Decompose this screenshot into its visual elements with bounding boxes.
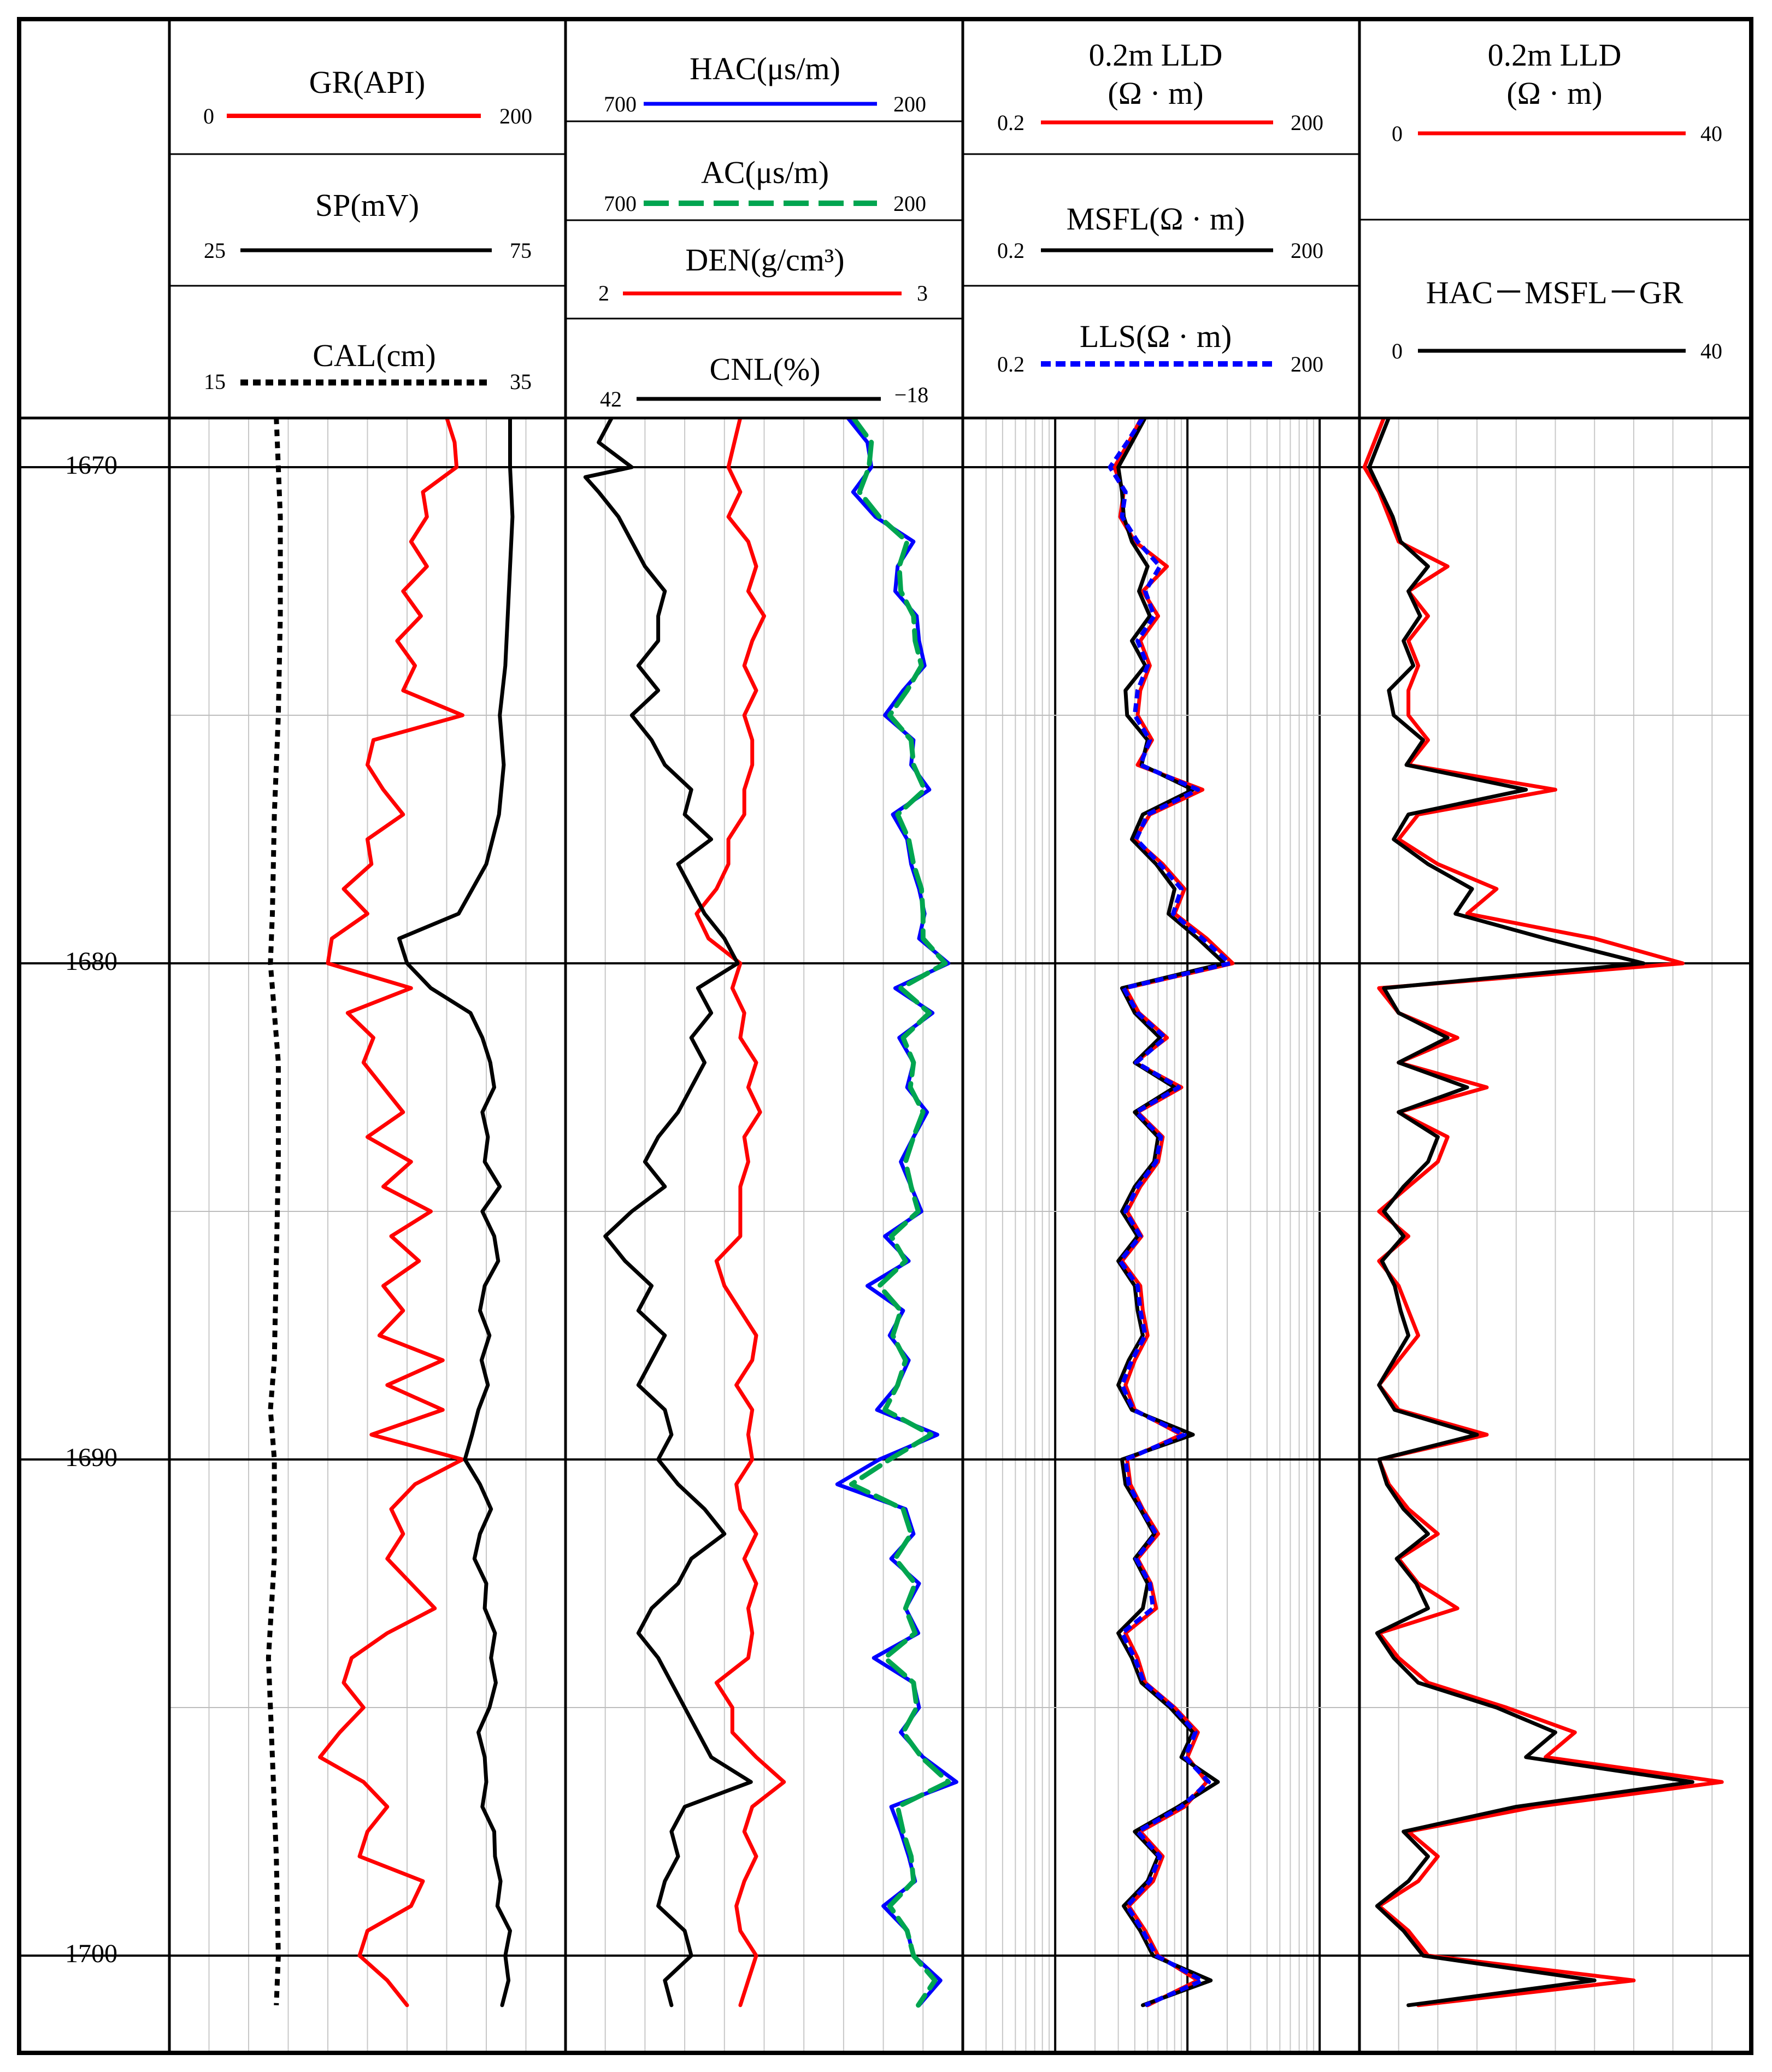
track4-curves <box>1362 418 1724 2008</box>
den-title: DEN(g/cm³) <box>685 242 844 278</box>
track3-header: 0.2m LLD (Ω · m) 0.2 200 MSFL(Ω · m) 0.2… <box>997 37 1323 376</box>
lld4-min-label: 0 <box>1392 121 1403 146</box>
gr-max-label: 200 <box>499 104 532 128</box>
sp-curve <box>397 418 515 2008</box>
depth-label-1690: 1690 <box>65 1443 117 1472</box>
track3-curves <box>1108 418 1235 2008</box>
cal-curve <box>266 418 283 2005</box>
lls3-min-label: 0.2 <box>997 352 1025 376</box>
depth-label-1670: 1670 <box>65 451 117 480</box>
gr-title: GR(API) <box>309 64 426 100</box>
lld4-title: 0.2m LLD <box>1488 37 1622 73</box>
track2-header: HAC(μs/m) 700 200 AC(μs/m) 700 200 DEN(g… <box>598 51 928 411</box>
depth-label-1680: 1680 <box>65 947 117 976</box>
cnl-curve <box>583 418 753 2008</box>
comp4-title: HAC－MSFL－GR <box>1426 275 1683 310</box>
gr-min-label: 0 <box>203 104 214 128</box>
lld3-max-label: 200 <box>1291 110 1323 135</box>
msfl3-max-label: 200 <box>1291 238 1323 263</box>
lls3-curve <box>1108 418 1233 2008</box>
sp-max-label: 75 <box>510 238 532 263</box>
den-curve <box>694 418 786 2008</box>
lld4-curve <box>1362 418 1724 2008</box>
comp4-max-label: 40 <box>1700 339 1722 363</box>
den-max-label: 3 <box>917 281 928 305</box>
hac-max-label: 200 <box>893 92 926 116</box>
ac-min-label: 700 <box>604 191 637 216</box>
track1-header: GR(API) 0 200 SP(mV) 25 75 CAL(cm) 15 35 <box>203 64 532 394</box>
lld3-title: 0.2m LLD <box>1089 37 1223 73</box>
track2-curves <box>583 418 958 2008</box>
outer-border <box>17 17 1753 2055</box>
cnl-max-label: −18 <box>894 382 929 407</box>
ac-max-label: 200 <box>893 191 926 216</box>
msfl3-min-label: 0.2 <box>997 238 1025 263</box>
gr-curve <box>318 418 464 2008</box>
cnl-min-label: 42 <box>600 387 622 411</box>
sp-min-label: 25 <box>204 238 226 263</box>
track1-curves <box>266 418 515 2008</box>
msfl3-title: MSFL(Ω · m) <box>1067 201 1245 237</box>
ac-title: AC(μs/m) <box>701 155 829 190</box>
den-min-label: 2 <box>598 281 609 305</box>
cal-title: CAL(cm) <box>313 338 436 373</box>
sp-title: SP(mV) <box>315 187 419 223</box>
cal-min-label: 15 <box>204 369 226 394</box>
cnl-title: CNL(%) <box>710 351 821 387</box>
lld3-min-label: 0.2 <box>997 110 1025 135</box>
lls3-max-label: 200 <box>1291 352 1323 376</box>
track4-header: 0.2m LLD (Ω · m) 0 40 HAC－MSFL－GR 0 40 <box>1392 37 1722 363</box>
lls3-title: LLS(Ω · m) <box>1080 319 1232 354</box>
lld4-unit: (Ω · m) <box>1506 75 1602 111</box>
depth-labels: 1670 1680 1690 1700 <box>65 451 117 1968</box>
depth-label-1700: 1700 <box>65 1939 117 1968</box>
ac-curve <box>849 418 951 2008</box>
frame-layer <box>17 17 1753 2055</box>
lld4-max-label: 40 <box>1700 121 1722 146</box>
cal-max-label: 35 <box>510 369 532 394</box>
hac-min-label: 700 <box>604 92 637 116</box>
comp4-curve <box>1367 418 1694 2008</box>
msfl3-curve <box>1116 418 1227 2008</box>
curve-layer <box>266 418 1724 2008</box>
lld3-unit: (Ω · m) <box>1108 75 1203 111</box>
hac-title: HAC(μs/m) <box>690 51 840 86</box>
comp4-min-label: 0 <box>1392 339 1403 363</box>
